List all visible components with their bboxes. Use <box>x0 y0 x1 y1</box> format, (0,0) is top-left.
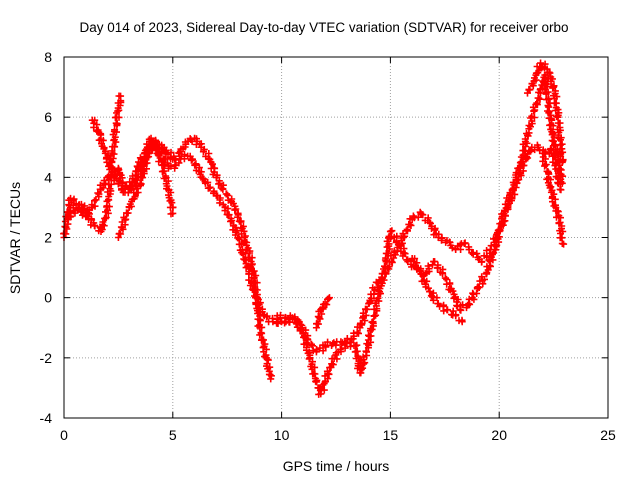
y-tick-label: 8 <box>44 49 52 65</box>
x-tick-label: 20 <box>491 427 507 443</box>
series-trail <box>410 255 466 325</box>
series-H <box>523 59 567 166</box>
y-axis-ticks: -4 -2 0 2 4 6 8 <box>40 49 608 426</box>
x-tick-label: 10 <box>274 427 290 443</box>
x-axis-ticks: 0 5 10 15 20 25 <box>60 57 616 443</box>
series-trail <box>539 150 568 248</box>
y-tick-label: 4 <box>44 169 52 185</box>
series-I <box>539 149 568 248</box>
x-tick-label: 15 <box>383 427 399 443</box>
y-tick-label: 0 <box>44 290 52 306</box>
x-axis-label: GPS time / hours <box>283 458 390 474</box>
x-tick-label: 5 <box>169 427 177 443</box>
series-F <box>312 294 333 332</box>
series-C <box>64 92 125 235</box>
series-trail <box>313 295 333 328</box>
series-trail <box>525 60 567 165</box>
y-tick-label: 6 <box>44 109 52 125</box>
x-tick-label: 25 <box>600 427 616 443</box>
series-trail <box>276 73 567 398</box>
y-axis-label: SDTVAR / TECUs <box>7 182 23 294</box>
x-tick-label: 0 <box>60 427 68 443</box>
y-tick-label: -4 <box>40 410 53 426</box>
series-trail <box>66 92 125 235</box>
series-G <box>408 255 466 326</box>
chart-title: Day 014 of 2023, Sidereal Day-to-day VTE… <box>80 20 569 35</box>
y-tick-label: 2 <box>44 230 52 246</box>
y-tick-label: -2 <box>40 350 53 366</box>
data-points <box>60 59 568 398</box>
